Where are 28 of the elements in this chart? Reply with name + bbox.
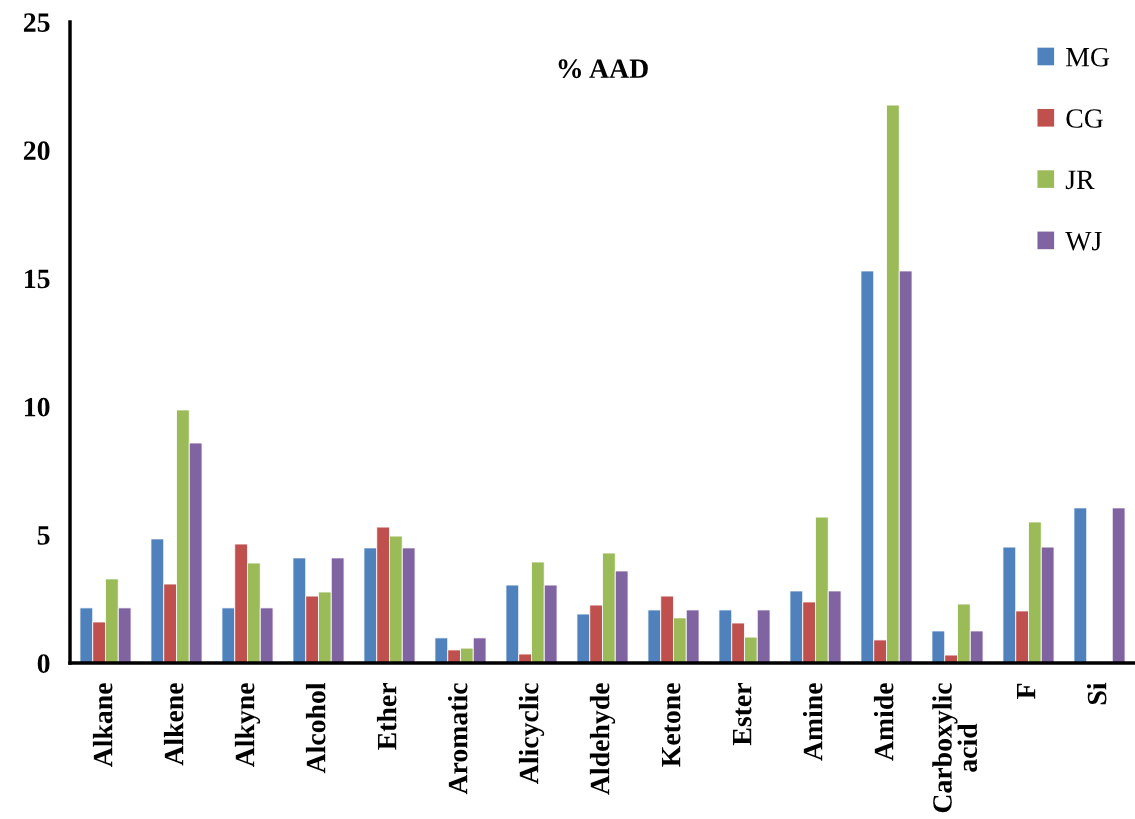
- x-tick-label: Ester: [732, 683, 752, 746]
- legend-label: CG: [1066, 109, 1103, 128]
- y-tick-label: 25: [23, 13, 50, 32]
- y-tick-label: 20: [23, 141, 50, 161]
- y-tick-label: 0: [37, 654, 50, 673]
- x-tick-label: Ketone: [661, 683, 681, 767]
- x-tick-label: Alkyne: [234, 683, 261, 768]
- x-tick-label: Alicyclic: [518, 683, 545, 784]
- y-tick-label: 10: [25, 397, 50, 417]
- bar: [1073, 507, 1088, 663]
- x-tick-label: Alcohol: [305, 682, 326, 774]
- y-tick-label: 15: [25, 269, 50, 289]
- bar: [1111, 507, 1126, 663]
- x-tick-label: Amide: [873, 683, 894, 761]
- text: % AAD: [558, 59, 648, 79]
- x-tick-label: Alkane: [92, 683, 113, 768]
- x-tick-label: Ether: [376, 683, 397, 750]
- legend-label: MG: [1066, 47, 1110, 67]
- x-tick-label: Aldehyde: [589, 683, 616, 795]
- y-tick-label: 5: [37, 526, 50, 545]
- x-tick-label: F: [1016, 683, 1036, 699]
- legend-label: JR: [1065, 170, 1095, 190]
- legend-label: WJ: [1065, 231, 1102, 251]
- x-tick-label: Carboxylic acid: [932, 683, 978, 813]
- x-tick-label: Si: [1086, 682, 1107, 705]
- x-tick-label: Aromatic: [447, 683, 468, 795]
- x-tick-label: Amine: [802, 683, 823, 761]
- x-tick-label: Alkene: [163, 683, 184, 766]
